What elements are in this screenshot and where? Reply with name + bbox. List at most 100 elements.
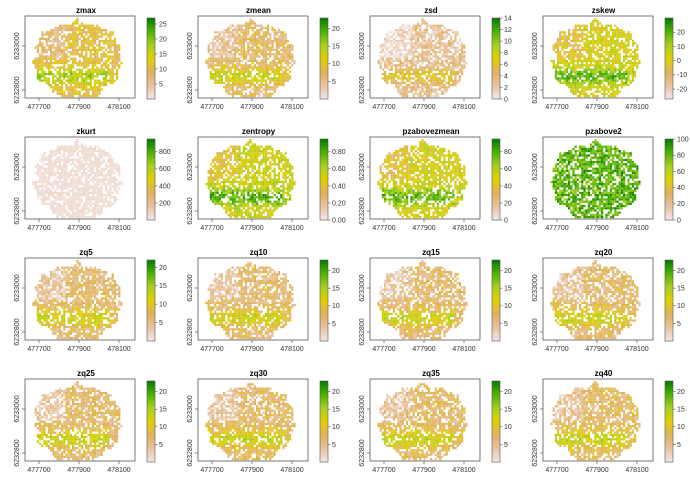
raster-cell (211, 68, 214, 71)
raster-cell (116, 57, 119, 60)
raster-cell (72, 183, 75, 186)
raster-cell (52, 205, 55, 208)
raster-cell (58, 187, 61, 190)
raster-cell (607, 44, 610, 47)
raster-cell (85, 57, 88, 60)
raster-cell (259, 145, 263, 148)
raster-cell (281, 79, 285, 82)
raster-cell (105, 62, 108, 65)
raster-cell (284, 167, 287, 170)
raster-cell (430, 66, 433, 69)
raster-cell (248, 35, 252, 38)
raster-cell (224, 35, 227, 38)
raster-cell (94, 46, 97, 49)
raster-cell (266, 24, 269, 27)
raster-cell (445, 29, 448, 32)
raster-cell (41, 42, 44, 45)
raster-cell (61, 79, 64, 82)
raster-cell (268, 73, 271, 76)
raster-cell (253, 24, 256, 27)
raster-cell (613, 31, 616, 34)
raster-cell (72, 46, 75, 49)
raster-cell (408, 37, 411, 40)
raster-cell (83, 73, 86, 76)
raster-cell (89, 57, 92, 60)
raster-cell (69, 185, 72, 188)
raster-cell (85, 194, 88, 197)
raster-cell (430, 88, 433, 91)
raster-cell (98, 73, 101, 76)
legend-swatch (147, 145, 155, 148)
raster-cell (613, 81, 616, 84)
raster-cell (61, 57, 64, 60)
raster-cell (264, 147, 267, 150)
raster-cell (379, 62, 382, 65)
raster-cell (52, 163, 55, 166)
raster-cell (220, 158, 223, 161)
raster-cell (406, 24, 409, 27)
raster-cell (67, 211, 70, 214)
raster-cell (105, 187, 108, 190)
raster-cell (111, 75, 114, 78)
raster-cell (259, 53, 263, 56)
raster-cell (209, 64, 212, 67)
raster-cell (54, 161, 57, 164)
legend-swatch (319, 92, 328, 96)
raster-cell (284, 169, 287, 172)
raster-cell (213, 48, 216, 51)
legend-swatch (319, 76, 328, 80)
raster-cell (74, 62, 77, 65)
raster-cell (102, 180, 105, 183)
raster-cell (39, 185, 42, 188)
raster-cell (91, 40, 94, 43)
raster-cell (273, 40, 276, 43)
raster-cell (386, 64, 389, 67)
raster-cell (246, 167, 249, 170)
raster-cell (240, 44, 243, 47)
raster-cell (76, 139, 79, 142)
raster-cell (89, 152, 92, 155)
raster-cell (61, 198, 64, 201)
raster-cell (248, 66, 252, 69)
legend-tick-label: -20 (677, 86, 687, 93)
raster-cell (80, 88, 83, 91)
raster-cell (596, 88, 599, 91)
raster-cell (596, 33, 599, 36)
raster-cell (434, 81, 437, 84)
legend-swatch (319, 54, 328, 57)
raster-cell (591, 42, 594, 45)
raster-cell (604, 44, 608, 47)
raster-cell (120, 183, 123, 186)
raster-cell (78, 55, 81, 58)
raster-cell (259, 64, 263, 67)
raster-cell (585, 77, 588, 80)
raster-cell (284, 57, 287, 60)
raster-cell (242, 150, 245, 153)
raster-cell (58, 147, 61, 150)
raster-cell (83, 81, 86, 84)
raster-cell (63, 33, 66, 36)
raster-cell (85, 86, 88, 89)
raster-cell (218, 169, 221, 172)
raster-cell (50, 44, 53, 47)
raster-cell (74, 92, 77, 95)
raster-cell (80, 191, 83, 194)
legend-swatch (319, 78, 328, 82)
raster-cell (626, 59, 630, 62)
raster-cell (571, 84, 575, 87)
raster-cell (222, 59, 225, 62)
raster-cell (421, 86, 424, 89)
raster-cell (403, 42, 406, 45)
raster-cell (399, 68, 402, 71)
raster-cell (47, 156, 50, 159)
raster-cell (246, 46, 249, 49)
raster-cell (45, 156, 48, 159)
raster-cell (611, 88, 614, 91)
raster-cell (401, 75, 404, 78)
raster-cell (58, 92, 61, 95)
raster-cell (386, 81, 389, 84)
raster-cell (58, 174, 61, 177)
raster-cell (257, 95, 260, 98)
raster-cell (100, 88, 103, 91)
raster-cell (255, 77, 258, 80)
